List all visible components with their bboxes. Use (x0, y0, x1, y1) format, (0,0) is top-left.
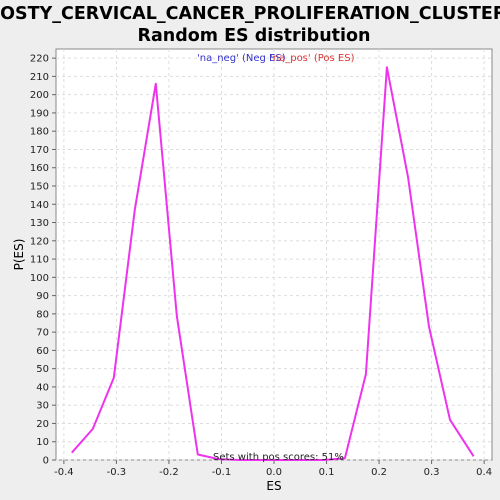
y-tick-label: 60 (36, 346, 49, 357)
y-tick-label: 200 (30, 90, 49, 101)
y-tick-label: 30 (36, 401, 49, 412)
y-tick-label: 220 (30, 54, 49, 65)
x-axis: -0.4 -0.3 -0.2 -0.1 0.0 0.1 0.2 0.3 0.4 (54, 460, 492, 478)
y-tick-label: 130 (30, 218, 49, 229)
legend-item-pos: 'na_pos' (Pos ES) (270, 53, 355, 64)
grid-lines (56, 49, 492, 461)
y-tick-label: 50 (36, 364, 49, 375)
y-axis: 0 10 20 30 40 50 60 70 80 90 100 110 120 130 140 150 160… (30, 54, 56, 467)
x-tick-label: -0.1 (212, 467, 232, 478)
y-tick-label: 180 (30, 127, 49, 138)
x-tick-label: -0.4 (54, 467, 74, 478)
x-tick-label: 0.4 (476, 467, 492, 478)
es-distribution-line (71, 66, 475, 461)
x-tick-label: 0.2 (371, 467, 387, 478)
y-tick-label: 170 (30, 145, 49, 156)
y-tick-label: 210 (30, 72, 49, 83)
y-tick-label: 160 (30, 163, 49, 174)
x-tick-label: 0.1 (319, 467, 335, 478)
y-tick-label: 120 (30, 236, 49, 247)
y-tick-label: 150 (30, 182, 49, 193)
y-tick-label: 0 (43, 456, 49, 467)
y-axis-label: P(ES) (12, 239, 26, 271)
legend-item-neg: 'na_neg' (Neg ES) (197, 53, 286, 64)
chart-title-line2: Random ES distribution (137, 26, 370, 46)
x-tick-label: 0.0 (266, 467, 282, 478)
pos-scores-annotation: Sets with pos scores: 51% (213, 452, 344, 463)
y-tick-label: 20 (36, 419, 49, 430)
chart-title-line1: ROSTY_CERVICAL_CANCER_PROLIFERATION_CLUS… (0, 4, 500, 24)
y-tick-label: 10 (36, 437, 49, 448)
x-tick-label: 0.3 (424, 467, 440, 478)
x-tick-label: -0.3 (107, 467, 127, 478)
y-tick-label: 40 (36, 382, 49, 393)
series-group (71, 66, 475, 461)
x-tick-label: -0.2 (159, 467, 179, 478)
legend: 'na_neg' (Neg ES)'na_pos' (Pos ES) (197, 53, 355, 64)
y-tick-label: 90 (36, 291, 49, 302)
y-tick-label: 190 (30, 108, 49, 119)
y-tick-label: 100 (30, 273, 49, 284)
y-tick-label: 140 (30, 200, 49, 211)
x-axis-label: ES (266, 479, 281, 493)
y-tick-label: 110 (30, 255, 49, 266)
y-tick-label: 80 (36, 309, 49, 320)
y-tick-label: 70 (36, 328, 49, 339)
